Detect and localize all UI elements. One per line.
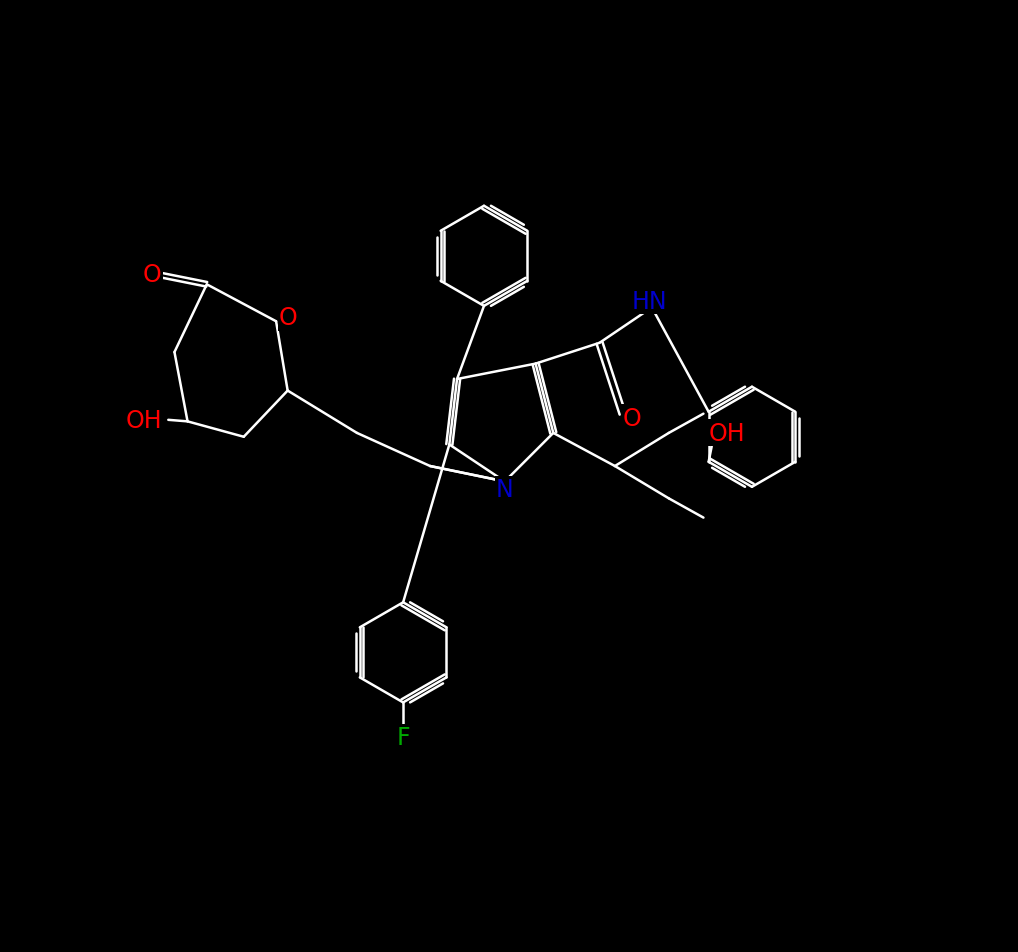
Text: HN: HN	[632, 290, 668, 314]
Text: OH: OH	[709, 421, 745, 445]
Text: N: N	[496, 478, 514, 502]
Text: O: O	[279, 307, 298, 330]
Text: O: O	[143, 263, 162, 287]
Text: OH: OH	[125, 408, 162, 432]
Text: O: O	[622, 407, 641, 430]
Text: F: F	[396, 725, 410, 749]
